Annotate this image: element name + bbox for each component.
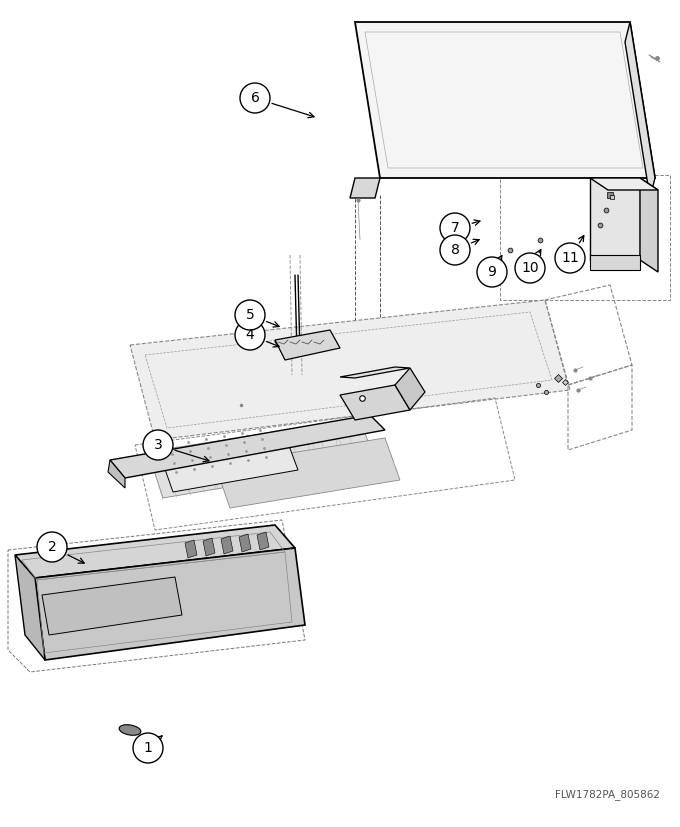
Ellipse shape bbox=[119, 724, 141, 735]
Text: FLW1782PA_805862: FLW1782PA_805862 bbox=[555, 789, 660, 800]
Circle shape bbox=[555, 243, 585, 273]
Text: 5: 5 bbox=[245, 308, 254, 322]
Circle shape bbox=[37, 532, 67, 562]
Polygon shape bbox=[590, 255, 640, 270]
Polygon shape bbox=[590, 178, 640, 260]
Polygon shape bbox=[340, 367, 410, 378]
Circle shape bbox=[440, 213, 470, 243]
Text: 8: 8 bbox=[451, 243, 460, 257]
Polygon shape bbox=[340, 385, 410, 420]
Text: 3: 3 bbox=[154, 438, 163, 452]
Polygon shape bbox=[350, 178, 380, 198]
Polygon shape bbox=[275, 330, 340, 360]
Polygon shape bbox=[35, 548, 305, 660]
Circle shape bbox=[240, 83, 270, 113]
Polygon shape bbox=[108, 460, 125, 488]
Circle shape bbox=[515, 253, 545, 283]
Circle shape bbox=[235, 320, 265, 350]
Polygon shape bbox=[215, 438, 400, 508]
Polygon shape bbox=[130, 300, 570, 440]
Polygon shape bbox=[15, 525, 295, 578]
Polygon shape bbox=[625, 22, 655, 198]
Polygon shape bbox=[355, 22, 655, 178]
Text: 9: 9 bbox=[488, 265, 496, 279]
Circle shape bbox=[143, 430, 173, 460]
Text: 1: 1 bbox=[143, 741, 152, 755]
Text: 7: 7 bbox=[451, 221, 460, 235]
Polygon shape bbox=[160, 435, 298, 492]
Text: 11: 11 bbox=[561, 251, 579, 265]
Polygon shape bbox=[239, 534, 251, 552]
Circle shape bbox=[133, 733, 163, 763]
Polygon shape bbox=[42, 577, 182, 635]
Polygon shape bbox=[395, 368, 425, 410]
Polygon shape bbox=[257, 532, 269, 550]
Circle shape bbox=[477, 257, 507, 287]
Polygon shape bbox=[203, 538, 215, 556]
Text: 10: 10 bbox=[521, 261, 539, 275]
Polygon shape bbox=[15, 555, 45, 660]
Circle shape bbox=[235, 300, 265, 330]
Polygon shape bbox=[110, 415, 385, 478]
Polygon shape bbox=[590, 178, 658, 190]
Text: 2: 2 bbox=[48, 540, 56, 554]
Circle shape bbox=[440, 235, 470, 265]
Text: 6: 6 bbox=[250, 91, 260, 105]
Polygon shape bbox=[185, 540, 197, 558]
Polygon shape bbox=[640, 178, 658, 272]
Text: 4: 4 bbox=[245, 328, 254, 342]
Polygon shape bbox=[148, 418, 375, 498]
Polygon shape bbox=[221, 536, 233, 554]
